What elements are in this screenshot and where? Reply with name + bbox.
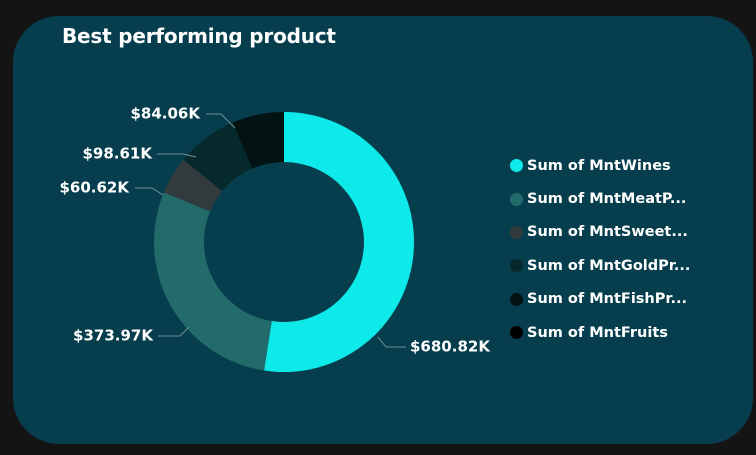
legend-label-fruits: Sum of MntFruits	[527, 324, 668, 341]
legend-label-wines: Sum of MntWines	[527, 157, 671, 174]
legend-label-sweet: Sum of MntSweet...	[527, 224, 688, 241]
leader-line-wines	[377, 336, 406, 348]
data-label-sweet: $60.62K	[59, 179, 130, 197]
legend-marker-sweet	[510, 225, 523, 239]
chart-legend: Sum of MntWines Sum of MntMeatP... Sum of …	[510, 149, 690, 349]
legend-item-gold[interactable]: Sum of MntGoldPr...	[510, 249, 690, 282]
legend-marker-wines	[510, 159, 523, 173]
data-label-fish: $84.06K	[130, 105, 201, 123]
leader-line-fish	[206, 113, 236, 129]
legend-marker-meat	[510, 192, 523, 206]
chart-card: Best performing product $680.82K $373.97K…	[13, 16, 753, 444]
legend-marker-fruits	[510, 326, 523, 340]
donut-slice-fish[interactable]	[232, 111, 284, 169]
donut-chart[interactable]: $680.82K $373.97K $60.62K $98.61K $84.06K	[13, 16, 753, 444]
legend-label-meat: Sum of MntMeatP...	[527, 191, 687, 208]
legend-item-fruits[interactable]: Sum of MntFruits	[510, 316, 690, 349]
legend-marker-gold	[510, 259, 523, 273]
leader-line-gold	[157, 153, 197, 158]
legend-item-fish[interactable]: Sum of MntFishPr...	[510, 283, 690, 316]
legend-label-fish: Sum of MntFishPr...	[527, 291, 687, 308]
donut-slice-gold[interactable]	[183, 122, 253, 192]
data-label-gold: $98.61K	[82, 145, 153, 163]
leader-line-sweet	[135, 187, 164, 196]
data-label-meat: $373.97K	[73, 327, 154, 345]
donut-slice-sweet[interactable]	[163, 159, 223, 212]
donut-slice-wines[interactable]	[264, 111, 415, 372]
legend-marker-fish	[510, 292, 523, 306]
legend-item-meat[interactable]: Sum of MntMeatP...	[510, 182, 690, 215]
legend-item-sweet[interactable]: Sum of MntSweet...	[510, 216, 690, 249]
donut-slice-meat[interactable]	[154, 192, 272, 371]
legend-item-wines[interactable]: Sum of MntWines	[510, 149, 690, 182]
data-label-wines: $680.82K	[410, 338, 491, 356]
chart-title: Best performing product	[62, 24, 336, 48]
leader-line-meat	[158, 326, 190, 337]
legend-label-gold: Sum of MntGoldPr...	[527, 257, 691, 274]
